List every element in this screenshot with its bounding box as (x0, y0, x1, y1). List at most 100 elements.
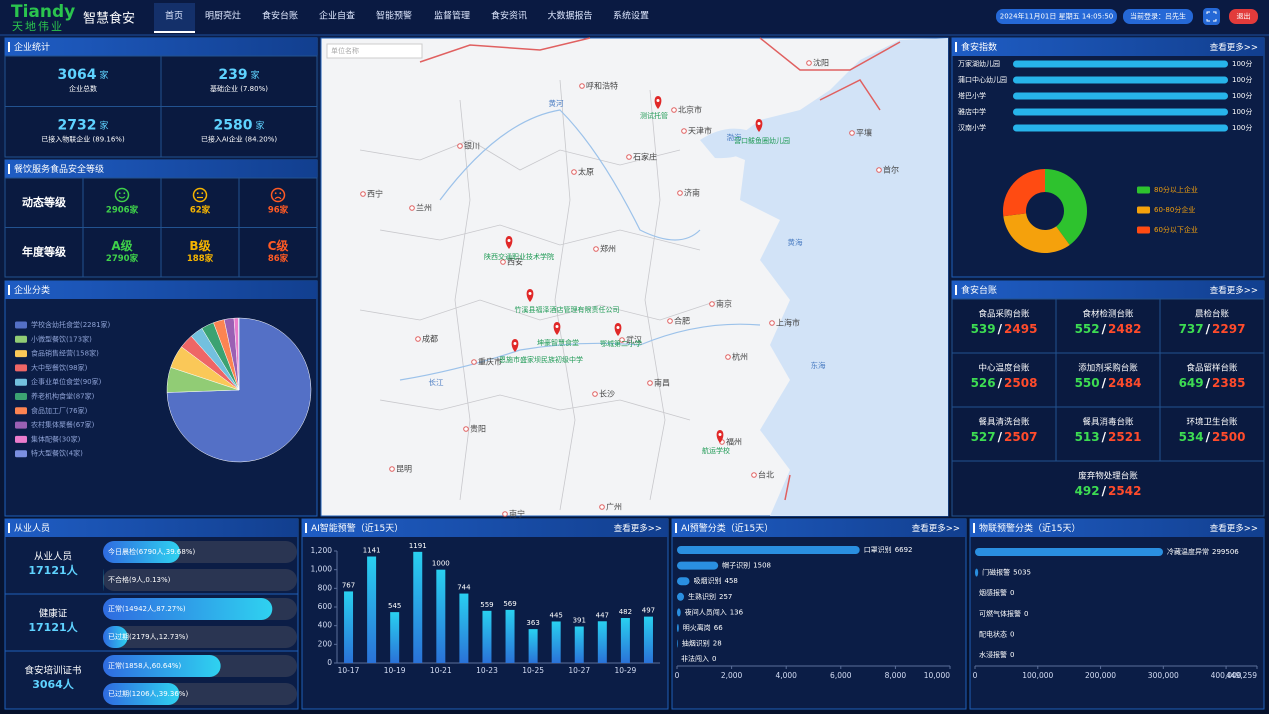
bar-label: 帽子识别1508 (722, 561, 771, 570)
bar-value-label: 559 (480, 601, 493, 609)
more-link[interactable]: 查看更多>> (1210, 523, 1258, 534)
map-marker-label: 鄂城第二小学 (600, 339, 642, 348)
bar (390, 612, 399, 663)
x-tick-label: 0 (675, 671, 680, 680)
grade-count: 2906家 (106, 205, 139, 216)
panel-header-mark (675, 523, 677, 533)
bar-category: 塔巴小学 (958, 91, 986, 100)
fullscreen-button[interactable] (1203, 8, 1220, 25)
bar-category: 抽烟识别 (682, 639, 710, 648)
bar-value-label: 0 (1010, 651, 1014, 659)
map-city-dot (668, 319, 673, 324)
staff-group-count: 17121人 (28, 620, 78, 634)
bar-category: 吸烟识别 (694, 576, 722, 585)
panel-title: 物联预警分类（近15天） (979, 522, 1080, 534)
more-link[interactable]: 查看更多>> (1210, 285, 1258, 296)
ledger-total: 2484 (1108, 376, 1141, 390)
legend-swatch (15, 422, 27, 429)
bar (677, 640, 678, 648)
bar-label: 吸烟识别458 (694, 576, 738, 585)
ledger-total: 2542 (1108, 484, 1141, 498)
datetime: 2024年11月01日 星期五 14:05:50 (1000, 12, 1114, 21)
nav-item[interactable]: 智能预警 (376, 10, 412, 22)
legend-label: 80分以上企业 (1154, 185, 1198, 194)
map-city-dot (627, 155, 632, 160)
map-city-dot (361, 192, 366, 197)
bar (621, 618, 630, 663)
current-user: 当前登录：吕先生 (1130, 12, 1186, 21)
map-city-label: 石家庄 (633, 152, 657, 162)
bar-label: 夜间人员闯入136 (685, 607, 744, 616)
bar-value-label: 458 (725, 577, 738, 585)
stat-number: 2580 (214, 118, 253, 134)
more-link[interactable]: 查看更多>> (614, 523, 662, 534)
panel-header (5, 281, 317, 299)
bar-value-label: 497 (642, 607, 655, 615)
nav-item[interactable]: 大数据报告 (547, 10, 592, 22)
bar-category: 万家湖幼儿园 (958, 59, 1000, 68)
progress-label: 已过期(2179人,12.73%) (108, 632, 188, 641)
x-tick-label: 10-23 (476, 666, 498, 675)
map-city-dot (682, 129, 687, 134)
map-city-label: 上海市 (776, 318, 800, 328)
staff-group-count: 17121人 (28, 563, 78, 577)
bar-value-label: 445 (549, 611, 562, 619)
legend-swatch (1137, 187, 1150, 194)
map-city-label: 合肥 (674, 316, 690, 326)
x-tick-label: 100,000 (1022, 671, 1053, 680)
ledger-done: 492 (1075, 484, 1100, 498)
exit-label[interactable]: 退出 (1237, 12, 1251, 21)
map-city-label: 平壤 (856, 128, 872, 138)
ledger-done: 527 (971, 430, 996, 444)
more-link[interactable]: 查看更多>> (1210, 42, 1258, 53)
bar-value-label: 545 (388, 602, 401, 610)
bar-value-label: 257 (719, 593, 732, 601)
x-tick-label: 449,259 (1226, 671, 1257, 680)
ledger-total: 2297 (1212, 322, 1245, 336)
map-city-label: 南京 (716, 299, 732, 309)
bar-value-label: 100分 (1232, 123, 1252, 132)
progress-label: 已过期(1206人,39.36%) (108, 689, 188, 698)
x-tick-label: 10-29 (614, 666, 636, 675)
app-name: 智慧食安 (83, 11, 135, 27)
map-city-label: 福州 (726, 438, 742, 447)
map-city-label: 南宁 (509, 509, 525, 519)
bar (677, 593, 684, 601)
bar-label: 生熟识别257 (688, 592, 732, 601)
nav-item[interactable]: 首页 (165, 10, 183, 22)
legend-swatch (15, 450, 27, 457)
nav-item[interactable]: 明厨亮灶 (205, 10, 241, 22)
panel-title: 企业统计 (14, 41, 50, 53)
bar (459, 594, 468, 663)
ledger-total: 2508 (1004, 376, 1037, 390)
bar (598, 621, 607, 663)
map-city-dot (710, 302, 715, 307)
bar-category: 冷藏温度异常 (1167, 547, 1209, 556)
x-tick-label: 300,000 (1148, 671, 1179, 680)
nav-item[interactable]: 企业自查 (319, 10, 355, 22)
bar (1013, 125, 1228, 132)
map-city-dot (572, 170, 577, 175)
legend-swatch (15, 364, 27, 371)
bar (1013, 93, 1228, 100)
face-eye (123, 192, 125, 194)
nav-item[interactable]: 系统设置 (613, 10, 649, 22)
nav-item[interactable]: 食安资讯 (491, 10, 527, 22)
nav-item[interactable]: 食安台账 (262, 10, 298, 22)
bar-value-label: 1191 (409, 542, 427, 550)
stat-label: 企业总数 (69, 84, 97, 93)
bar-category: 门磁报警 (982, 568, 1010, 577)
bar-value-label: 136 (730, 608, 744, 616)
map-city-dot (672, 108, 677, 113)
more-link[interactable]: 查看更多>> (912, 523, 960, 534)
legend-swatch (15, 379, 27, 386)
ledger-name: 废弃物处理台账 (1078, 471, 1138, 482)
nav-item[interactable]: 监督管理 (434, 10, 470, 22)
map-marker-label: 测试托管 (640, 111, 668, 120)
legend-label: 大中型餐饮(98家) (31, 363, 88, 372)
bar-category: 夜间人员闯入 (685, 607, 727, 616)
logo: Tiandy (11, 2, 75, 22)
legend-swatch (1137, 227, 1150, 234)
bar (677, 624, 679, 632)
